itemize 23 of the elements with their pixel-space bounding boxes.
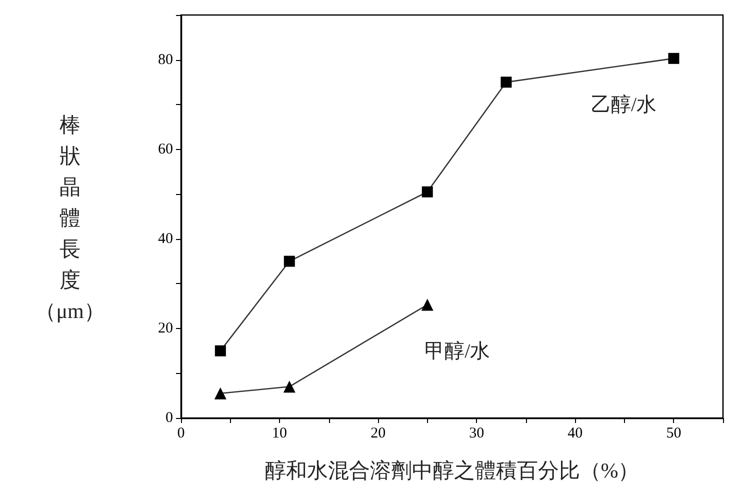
point: [284, 256, 295, 267]
y-tick-label: 40: [158, 230, 173, 247]
point: [421, 298, 434, 311]
x-tick-label: 0: [177, 426, 185, 442]
y-tick-label: 0: [166, 410, 173, 426]
y-tick-label: 20: [158, 320, 173, 336]
x-tick-label: 40: [568, 426, 583, 442]
point: [668, 52, 680, 64]
x-axis-title: 醇和水混合溶劑中醇之體積百分比（%）: [264, 458, 640, 482]
y-tick-label: 80: [158, 52, 173, 68]
point: [500, 76, 512, 88]
y-tick-label: 60: [158, 141, 173, 158]
point: [283, 380, 296, 393]
point: [422, 186, 433, 198]
x-tick-label: 30: [469, 426, 484, 442]
series-label: 乙醇/水: [590, 94, 657, 116]
series-label: 甲醇/水: [424, 340, 490, 363]
x-tick-label: 50: [666, 426, 682, 442]
point: [214, 345, 226, 356]
x-tick-label: 10: [272, 426, 288, 442]
point: [214, 387, 226, 400]
x-tick-label: 20: [370, 426, 386, 442]
y-axis-title: 棒狀晶體長度（μm）: [35, 113, 105, 323]
